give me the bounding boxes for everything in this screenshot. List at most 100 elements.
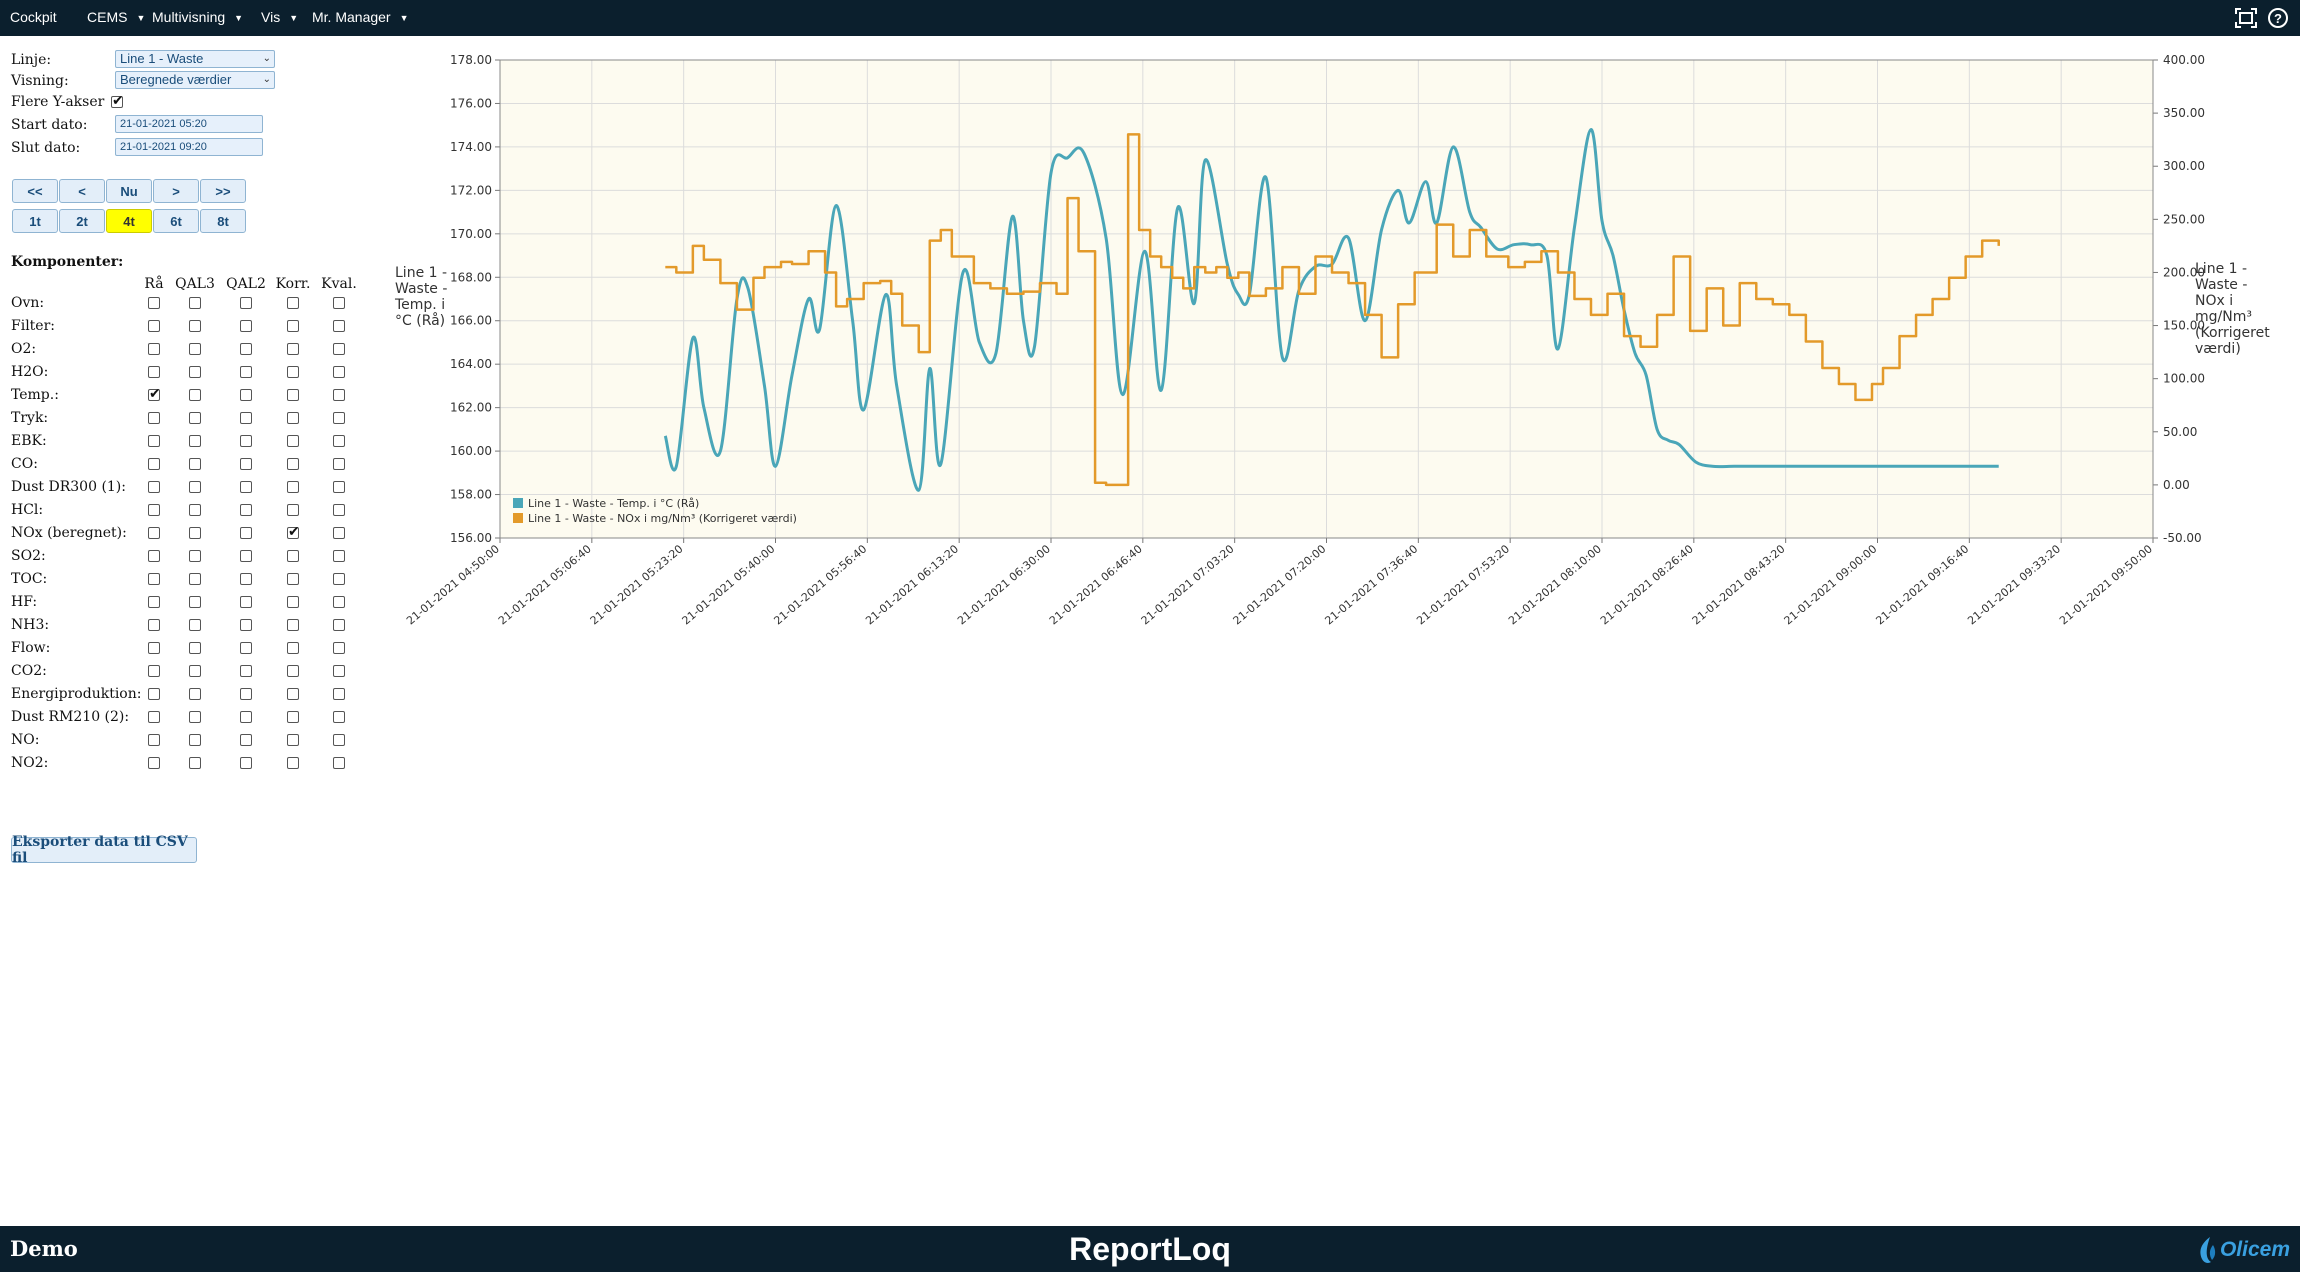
component-checkbox[interactable] (240, 573, 252, 585)
component-checkbox[interactable] (333, 619, 345, 631)
component-checkbox[interactable] (333, 435, 345, 447)
component-checkbox[interactable] (287, 665, 299, 677)
component-checkbox[interactable] (189, 665, 201, 677)
component-checkbox[interactable] (333, 504, 345, 516)
export-csv-button[interactable]: Eksporter data til CSV fil (11, 834, 197, 866)
end-date-field[interactable]: 21-01-2021 09:20 (115, 138, 263, 156)
component-checkbox[interactable] (287, 550, 299, 562)
component-checkbox[interactable] (333, 458, 345, 470)
next-button[interactable]: > (153, 179, 199, 203)
component-checkbox[interactable] (148, 366, 160, 378)
component-checkbox[interactable] (240, 711, 252, 723)
component-checkbox[interactable] (240, 435, 252, 447)
component-checkbox[interactable] (240, 320, 252, 332)
first-button[interactable]: << (12, 179, 58, 203)
nav-item-cockpit[interactable]: Cockpit (10, 0, 57, 36)
component-checkbox[interactable] (189, 297, 201, 309)
component-checkbox[interactable] (287, 524, 300, 540)
component-checkbox[interactable] (287, 481, 299, 493)
component-checkbox[interactable] (189, 481, 201, 493)
component-checkbox[interactable] (240, 504, 252, 516)
component-checkbox[interactable] (148, 386, 161, 402)
component-checkbox[interactable] (287, 688, 299, 700)
component-checkbox[interactable] (240, 458, 252, 470)
component-checkbox[interactable] (240, 527, 252, 539)
component-checkbox[interactable] (148, 527, 160, 539)
component-checkbox[interactable] (189, 343, 201, 355)
component-checkbox[interactable] (333, 320, 345, 332)
nav-item-mr-manager[interactable]: Mr. Manager ▼ (312, 0, 409, 36)
fullscreen-icon[interactable] (2234, 6, 2258, 30)
range-4t-button[interactable]: 4t (106, 209, 152, 233)
now-button[interactable]: Nu (106, 179, 152, 203)
component-checkbox[interactable] (287, 320, 299, 332)
component-checkbox[interactable] (240, 412, 252, 424)
component-checkbox[interactable] (148, 665, 160, 677)
component-checkbox[interactable] (333, 389, 345, 401)
component-checkbox[interactable] (333, 757, 345, 769)
range-8t-button[interactable]: 8t (200, 209, 246, 233)
component-checkbox[interactable] (189, 573, 201, 585)
component-checkbox[interactable] (333, 412, 345, 424)
component-checkbox[interactable] (333, 596, 345, 608)
component-checkbox[interactable] (333, 366, 345, 378)
component-checkbox[interactable] (240, 343, 252, 355)
component-checkbox[interactable] (287, 734, 299, 746)
component-checkbox[interactable] (333, 734, 345, 746)
component-checkbox[interactable] (148, 734, 160, 746)
component-checkbox[interactable] (287, 366, 299, 378)
component-checkbox[interactable] (189, 711, 201, 723)
component-checkbox[interactable] (287, 573, 299, 585)
component-checkbox[interactable] (333, 711, 345, 723)
nav-item-multivisning[interactable]: Multivisning ▼ (152, 0, 243, 36)
component-checkbox[interactable] (333, 297, 345, 309)
component-checkbox[interactable] (287, 297, 299, 309)
component-checkbox[interactable] (240, 366, 252, 378)
component-checkbox[interactable] (333, 665, 345, 677)
component-checkbox[interactable] (148, 504, 160, 516)
component-checkbox[interactable] (287, 458, 299, 470)
component-checkbox[interactable] (240, 642, 252, 654)
component-checkbox[interactable] (189, 458, 201, 470)
component-checkbox[interactable] (240, 481, 252, 493)
component-checkbox[interactable] (148, 435, 160, 447)
nav-item-cems[interactable]: CEMS ▼ (87, 0, 145, 36)
visning-select[interactable]: Beregnede værdier ⌄ (115, 71, 275, 89)
component-checkbox[interactable] (333, 642, 345, 654)
nav-item-vis[interactable]: Vis ▼ (261, 0, 298, 36)
component-checkbox[interactable] (148, 596, 160, 608)
range-1t-button[interactable]: 1t (12, 209, 58, 233)
component-checkbox[interactable] (287, 642, 299, 654)
component-checkbox[interactable] (148, 757, 160, 769)
range-6t-button[interactable]: 6t (153, 209, 199, 233)
component-checkbox[interactable] (189, 688, 201, 700)
component-checkbox[interactable] (189, 389, 201, 401)
component-checkbox[interactable] (287, 711, 299, 723)
component-checkbox[interactable] (287, 389, 299, 401)
component-checkbox[interactable] (287, 435, 299, 447)
component-checkbox[interactable] (189, 504, 201, 516)
component-checkbox[interactable] (148, 297, 160, 309)
component-checkbox[interactable] (287, 596, 299, 608)
component-checkbox[interactable] (333, 550, 345, 562)
component-checkbox[interactable] (189, 619, 201, 631)
component-checkbox[interactable] (287, 343, 299, 355)
component-checkbox[interactable] (189, 642, 201, 654)
component-checkbox[interactable] (148, 619, 160, 631)
component-checkbox[interactable] (240, 665, 252, 677)
component-checkbox[interactable] (287, 504, 299, 516)
component-checkbox[interactable] (148, 711, 160, 723)
component-checkbox[interactable] (287, 412, 299, 424)
flere-y-akser-checkbox[interactable] (111, 93, 124, 109)
component-checkbox[interactable] (148, 642, 160, 654)
component-checkbox[interactable] (148, 412, 160, 424)
component-checkbox[interactable] (189, 757, 201, 769)
component-checkbox[interactable] (148, 688, 160, 700)
component-checkbox[interactable] (287, 619, 299, 631)
component-checkbox[interactable] (240, 550, 252, 562)
component-checkbox[interactable] (240, 596, 252, 608)
component-checkbox[interactable] (148, 573, 160, 585)
previous-button[interactable]: < (59, 179, 105, 203)
component-checkbox[interactable] (148, 550, 160, 562)
component-checkbox[interactable] (333, 573, 345, 585)
